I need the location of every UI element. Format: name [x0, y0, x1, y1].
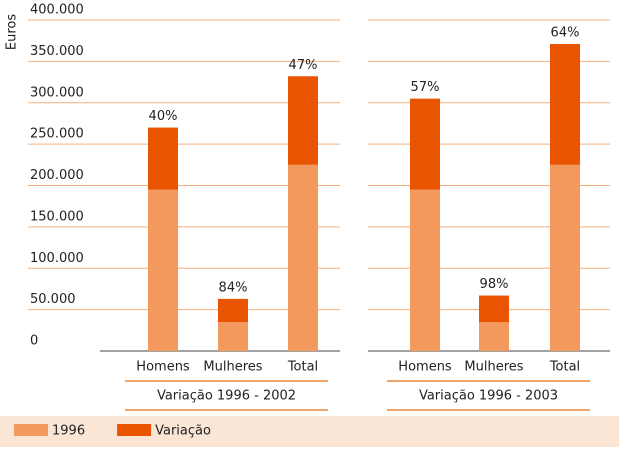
y-tick-label: 200.000 — [30, 168, 84, 183]
y-tick-label: 100.000 — [30, 251, 84, 266]
group-label: Variação 1996 - 2003 — [419, 389, 558, 404]
bar-segment — [148, 127, 178, 190]
y-tick-label: 150.000 — [30, 209, 84, 224]
bar-segment — [479, 322, 509, 351]
y-tick-label: 250.000 — [30, 127, 84, 142]
bar-segment — [148, 189, 178, 351]
bar-segment — [550, 43, 580, 165]
legend-band — [0, 416, 619, 447]
bar-segment — [218, 298, 248, 323]
x-tick-label: Total — [287, 360, 318, 375]
x-tick-label: Homens — [136, 360, 190, 375]
y-tick-label: 50.000 — [30, 292, 76, 307]
group-label: Variação 1996 - 2002 — [157, 389, 296, 404]
y-tick-label: 350.000 — [30, 44, 84, 59]
y-axis-label: Euros — [5, 14, 20, 50]
bar-segment — [410, 98, 440, 190]
bar-segment — [410, 189, 440, 351]
annotation: 98% — [480, 277, 509, 292]
annotation: 64% — [551, 25, 580, 40]
legend-label: 1996 — [52, 424, 85, 439]
legend-swatch — [14, 424, 48, 436]
y-tick-label: 400.000 — [30, 3, 84, 18]
x-tick-label: Mulheres — [464, 360, 523, 375]
annotation: 57% — [411, 80, 440, 95]
bar-segment — [288, 76, 318, 165]
bar-segment — [218, 322, 248, 351]
x-tick-label: Mulheres — [203, 360, 262, 375]
bar-segment — [288, 164, 318, 351]
x-tick-label: Homens — [398, 360, 452, 375]
legend-label: Variação — [155, 424, 211, 439]
bar-segment — [479, 295, 509, 323]
x-tick-label: Total — [549, 360, 580, 375]
annotation: 40% — [149, 109, 178, 124]
legend-swatch — [117, 424, 152, 436]
y-tick-label: 300.000 — [30, 85, 84, 100]
y-tick-label: 0 — [30, 334, 38, 349]
annotation: 47% — [289, 58, 318, 73]
bar-segment — [550, 164, 580, 351]
annotation: 84% — [219, 280, 248, 295]
